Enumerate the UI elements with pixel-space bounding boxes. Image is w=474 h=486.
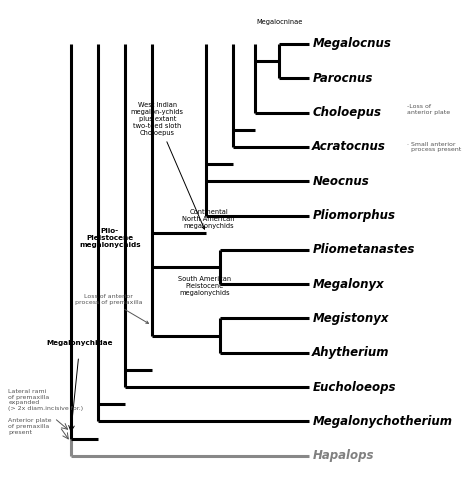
Text: Parocnus: Parocnus: [312, 72, 373, 85]
Text: West Indian
megalon­ychids
plus extant
two-toed sloth
Choloepus: West Indian megalon­ychids plus extant t…: [131, 103, 205, 229]
Text: Pliometanastes: Pliometanastes: [312, 243, 415, 256]
Text: -Loss of
anterior plate: -Loss of anterior plate: [407, 104, 450, 115]
Text: Megalocnus: Megalocnus: [312, 37, 391, 51]
Text: Eucholoeops: Eucholoeops: [312, 381, 396, 394]
Text: Continental
North American
megalonychids: Continental North American megalonychids: [182, 209, 235, 229]
Text: South American
Pleistocene
megalonychids: South American Pleistocene megalonychids: [178, 276, 231, 296]
Text: Megalonychotherium: Megalonychotherium: [312, 415, 452, 428]
Text: Megalonyx: Megalonyx: [312, 278, 384, 291]
Text: Hapalops: Hapalops: [312, 449, 374, 462]
Text: Ahytherium: Ahytherium: [312, 347, 390, 359]
Text: Megalocninae: Megalocninae: [256, 19, 302, 25]
Text: Loss of anterior
process of premaxilla: Loss of anterior process of premaxilla: [75, 295, 148, 323]
Text: Choloepus: Choloepus: [312, 106, 381, 119]
Text: Anterior plate
of premaxilla
present: Anterior plate of premaxilla present: [8, 418, 52, 434]
Text: Neocnus: Neocnus: [312, 175, 369, 188]
Text: Acratocnus: Acratocnus: [312, 140, 386, 154]
Text: Megistonyx: Megistonyx: [312, 312, 389, 325]
Text: · Small anterior
  process present: · Small anterior process present: [407, 141, 461, 152]
Text: Lateral rami
of premaxilla
expanded
(> 2x diam.incisive for.): Lateral rami of premaxilla expanded (> 2…: [8, 389, 83, 411]
Text: Megalonychidae: Megalonychidae: [47, 340, 113, 346]
Text: Pliomorphus: Pliomorphus: [312, 209, 395, 222]
Text: Plio-
Pleistocene
megalonychids: Plio- Pleistocene megalonychids: [79, 228, 141, 248]
